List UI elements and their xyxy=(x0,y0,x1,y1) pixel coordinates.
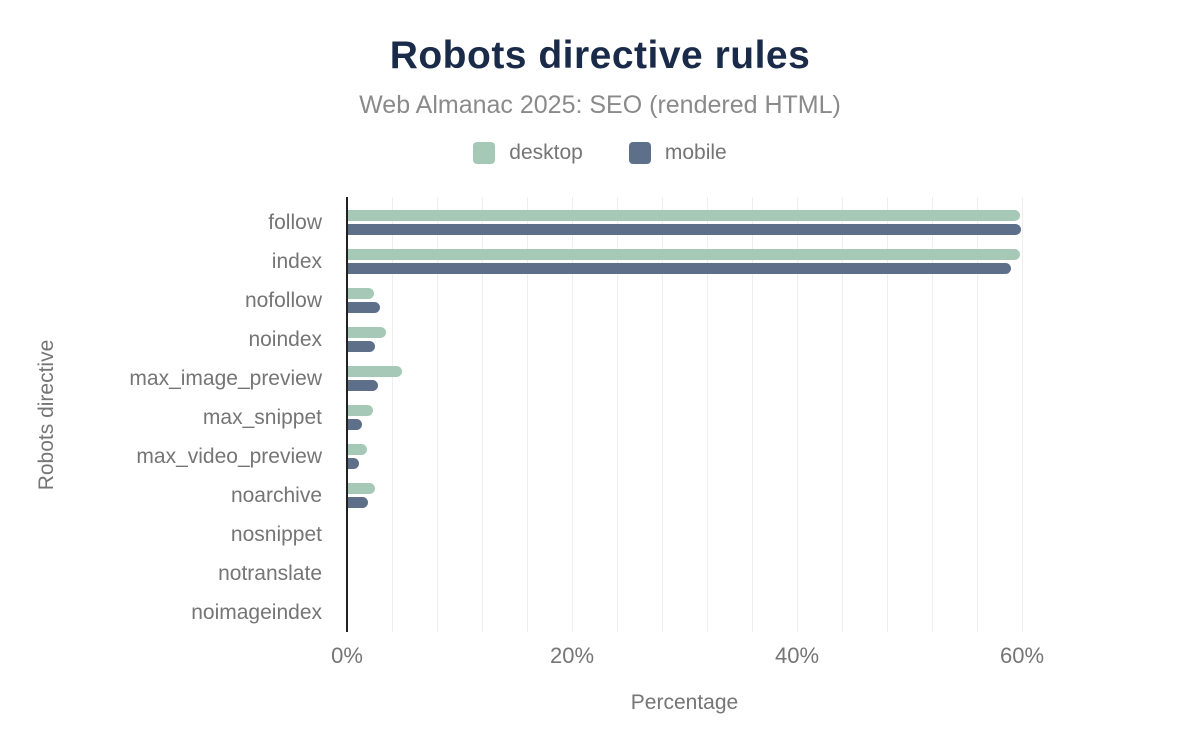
gridline xyxy=(797,197,798,632)
bar-desktop-nofollow xyxy=(348,288,374,299)
bar-row-max_video_preview xyxy=(348,437,1023,476)
category-label-noindex: noindex xyxy=(248,327,322,351)
category-label-max_image_preview: max_image_preview xyxy=(129,366,322,390)
category-label-follow: follow xyxy=(268,210,322,234)
gridline xyxy=(392,197,393,632)
bar-mobile-noindex xyxy=(348,341,375,352)
category-label-notranslate: notranslate xyxy=(218,561,322,585)
category-label-index: index xyxy=(271,249,322,273)
bar-row-nofollow xyxy=(348,281,1023,320)
category-label-nofollow: nofollow xyxy=(244,288,322,312)
y-axis-category-labels: follow index nofollow noindex max_image_prev… xyxy=(0,197,334,632)
chart-title: Robots directive rules xyxy=(389,34,811,77)
gridline xyxy=(1022,197,1023,632)
bar-desktop-max_image_preview xyxy=(348,366,402,377)
bar-row-noindex xyxy=(348,320,1023,359)
bar-desktop-max_video_preview xyxy=(348,444,368,455)
x-tick-label: 60% xyxy=(999,643,1045,668)
bar-desktop-index xyxy=(348,249,1020,260)
bar-row-noimageindex xyxy=(348,593,1023,632)
bar-mobile-follow xyxy=(348,224,1021,235)
y-axis-title: Robots directive xyxy=(35,339,58,491)
bar-row-follow xyxy=(348,203,1023,242)
bar-mobile-index xyxy=(348,263,1011,274)
legend-item-desktop: desktop xyxy=(473,141,583,165)
x-tick-label: 0% xyxy=(331,643,363,668)
bar-row-notranslate xyxy=(348,554,1023,593)
category-label-noimageindex: noimageindex xyxy=(191,600,322,624)
bar-mobile-max_snippet xyxy=(348,419,362,430)
category-label-noarchive: noarchive xyxy=(230,483,322,507)
gridline xyxy=(977,197,978,632)
bar-row-max_image_preview xyxy=(348,359,1023,398)
bar-mobile-max_video_preview xyxy=(348,458,360,469)
gridline xyxy=(842,197,843,632)
bar-row-max_snippet xyxy=(348,398,1023,437)
gridline xyxy=(932,197,933,632)
gridline xyxy=(752,197,753,632)
gridline xyxy=(707,197,708,632)
gridline xyxy=(527,197,528,632)
legend: desktop mobile xyxy=(0,141,1200,165)
bar-desktop-follow xyxy=(348,210,1020,221)
category-label-max_video_preview: max_video_preview xyxy=(136,444,322,468)
bar-mobile-max_image_preview xyxy=(348,380,379,391)
x-axis-ticks: 0% 20% 40% 60% xyxy=(331,643,1044,669)
bar-mobile-nofollow xyxy=(348,302,380,313)
category-label-max_snippet: max_snippet xyxy=(202,405,322,429)
legend-label: mobile xyxy=(664,141,727,164)
bar-row-index xyxy=(348,242,1023,281)
gridline xyxy=(887,197,888,632)
x-axis-title: Percentage xyxy=(630,691,739,714)
gridline xyxy=(437,197,438,632)
bar-desktop-max_snippet xyxy=(348,405,373,416)
category-label-nosnippet: nosnippet xyxy=(230,522,322,546)
x-tick-label: 40% xyxy=(774,643,820,668)
legend-label: desktop xyxy=(509,141,583,164)
chart-subtitle: Web Almanac 2025: SEO (rendered HTML) xyxy=(359,91,841,119)
gridline xyxy=(617,197,618,632)
bar-desktop-noarchive xyxy=(348,483,375,494)
bar-desktop-noindex xyxy=(348,327,387,338)
legend-swatch-mobile xyxy=(628,142,651,164)
x-tick-label: 20% xyxy=(549,643,595,668)
bar-rows xyxy=(348,203,1023,632)
legend-swatch-desktop xyxy=(473,142,496,164)
gridline xyxy=(662,197,663,632)
legend-item-mobile: mobile xyxy=(628,141,727,165)
bar-mobile-noarchive xyxy=(348,497,369,508)
gridline xyxy=(572,197,573,632)
bar-row-noarchive xyxy=(348,476,1023,515)
plot-area xyxy=(346,197,1023,632)
bar-row-nosnippet xyxy=(348,515,1023,554)
gridline xyxy=(482,197,483,632)
